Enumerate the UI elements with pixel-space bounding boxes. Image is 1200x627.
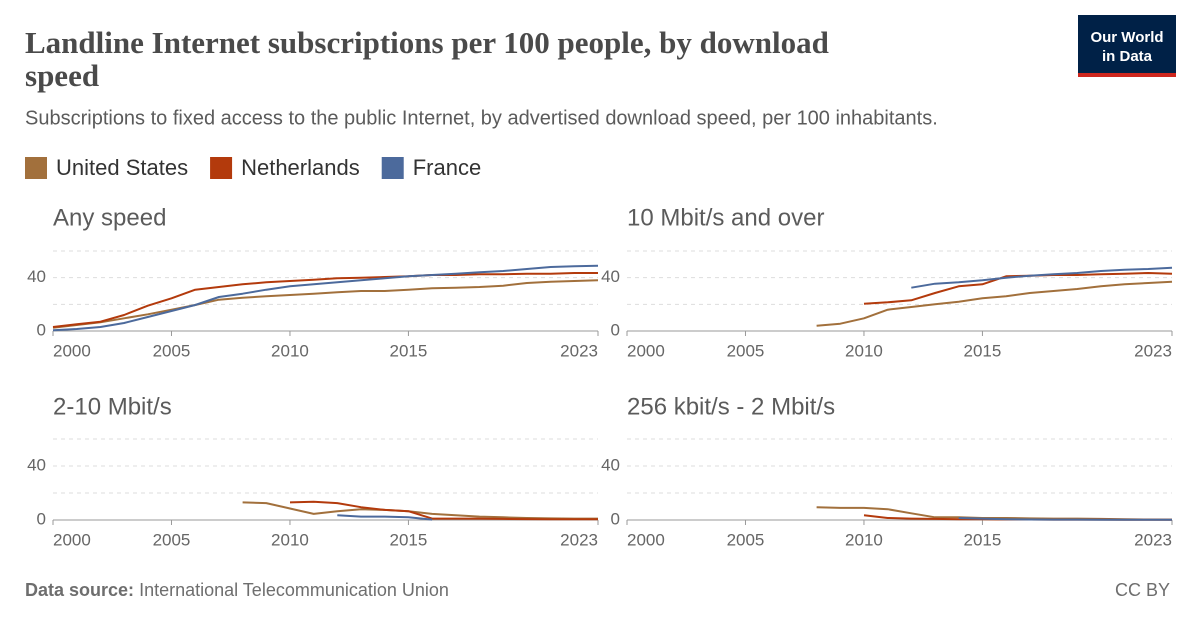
x-tick-label: 2005 [153, 530, 191, 549]
y-tick-label: 40 [601, 267, 620, 286]
x-tick-label: 2015 [390, 530, 428, 549]
y-tick-label: 0 [37, 509, 46, 528]
x-tick-label: 2005 [727, 530, 765, 549]
panel-title: 256 kbit/s - 2 Mbit/s [627, 393, 835, 420]
x-tick-label: 2023 [560, 341, 598, 360]
panel-title: 2-10 Mbit/s [53, 393, 172, 420]
x-tick-label: 2000 [627, 341, 665, 360]
logo-bar [1078, 73, 1176, 77]
x-tick-label: 2015 [390, 341, 428, 360]
source-text: International Telecommunication Union [139, 580, 449, 600]
logo-box [1078, 15, 1176, 77]
data-line [52, 279, 599, 329]
panel-title: Any speed [53, 204, 166, 231]
subtitle: Subscriptions to fixed access to the pub… [25, 107, 938, 129]
legend-label: United States [56, 155, 188, 180]
y-tick-label: 0 [611, 509, 620, 528]
legend-swatch [210, 157, 233, 179]
data-line [337, 514, 433, 521]
x-tick-label: 2000 [53, 530, 91, 549]
data-line [816, 280, 1173, 327]
data-line [289, 500, 598, 521]
x-tick-label: 2000 [53, 341, 91, 360]
logo-text: Our World [1090, 29, 1163, 46]
title-line: Landline Internet subscriptions per 100 … [25, 25, 829, 60]
panel-title: 10 Mbit/s and over [627, 204, 824, 231]
source-label: Data source: [25, 580, 134, 600]
logo: Our World in Data [1078, 15, 1176, 77]
data-line [52, 264, 599, 332]
legend-label: Netherlands [241, 155, 360, 180]
x-tick-label: 2023 [1134, 341, 1172, 360]
chart-title: Landline Internet subscriptions per 100 … [25, 25, 829, 93]
x-tick-label: 2023 [560, 530, 598, 549]
y-tick-label: 40 [27, 267, 46, 286]
x-tick-label: 2010 [271, 530, 309, 549]
logo-text: in Data [1102, 48, 1153, 65]
title-line: speed [25, 58, 99, 93]
data-line [52, 272, 598, 328]
data-line [816, 506, 1173, 521]
x-tick-label: 2005 [727, 341, 765, 360]
license: CC BY [1115, 580, 1170, 600]
source: Data source: International Telecommunica… [25, 580, 449, 600]
x-tick-label: 2015 [964, 530, 1002, 549]
data-line [911, 266, 1173, 289]
y-tick-label: 0 [37, 320, 46, 339]
x-tick-label: 2023 [1134, 530, 1172, 549]
y-tick-label: 40 [27, 455, 46, 474]
legend-swatch [25, 157, 47, 179]
x-tick-label: 2000 [627, 530, 665, 549]
legend-label: France [413, 155, 481, 180]
x-tick-label: 2005 [153, 341, 191, 360]
y-tick-label: 0 [611, 320, 620, 339]
x-tick-label: 2010 [271, 341, 309, 360]
x-tick-label: 2010 [845, 341, 883, 360]
x-tick-label: 2010 [845, 530, 883, 549]
x-tick-label: 2015 [964, 341, 1002, 360]
data-line [242, 501, 598, 520]
legend-swatch [381, 157, 404, 179]
data-line [958, 517, 1172, 521]
y-tick-label: 40 [601, 455, 620, 474]
